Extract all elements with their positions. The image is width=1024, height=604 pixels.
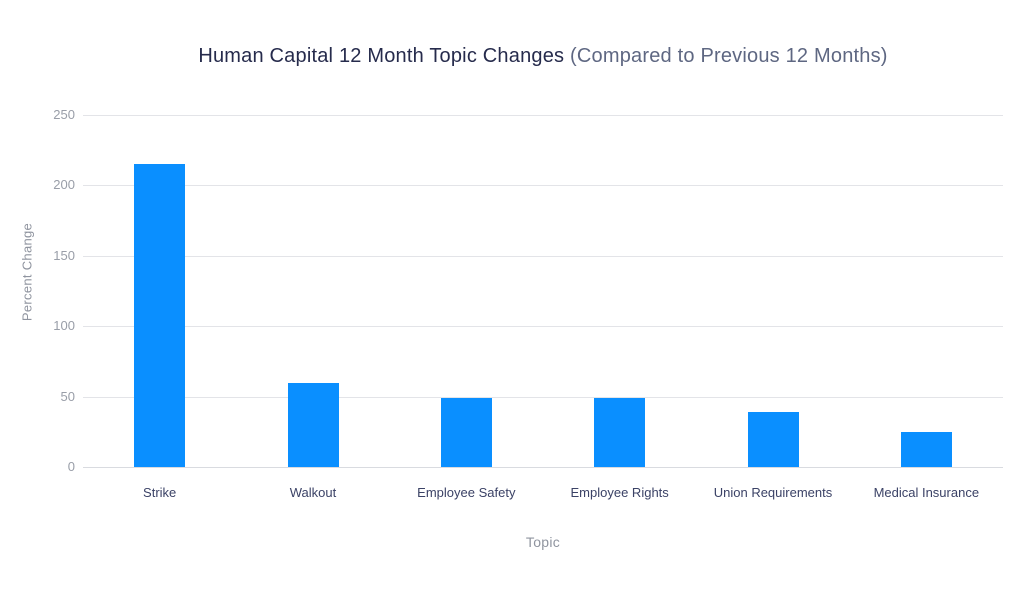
y-tick-label: 150 [53,247,75,263]
x-axis-label: Topic [525,534,561,550]
chart-title: Human Capital 12 Month Topic Changes (Co… [83,45,1003,68]
x-category-label: Medical Insurance [873,485,980,500]
chart-title-subtitle: (Compared to Previous 12 Months) [564,45,888,67]
bar[interactable] [747,412,799,467]
bar[interactable] [440,398,492,467]
x-category-label: Walkout [289,485,337,500]
y-tick-label: 200 [53,177,75,193]
bar[interactable] [287,382,339,467]
plot-area [83,115,1003,468]
y-tick-label: 100 [53,318,75,334]
chart-title-main: Human Capital 12 Month Topic Changes [198,45,565,67]
y-axis-label: Percent Change [19,222,35,322]
y-tick-label: 0 [67,459,75,474]
x-axis-baseline [83,467,1003,468]
x-category-label: Union Requirements [713,485,833,500]
bar[interactable] [900,431,952,467]
y-tick-label: 250 [53,107,75,122]
gridline [83,396,1003,398]
x-category-label: Employee Safety [417,485,516,500]
gridline [83,185,1003,187]
x-category-label: Employee Rights [570,485,669,500]
gridline [83,115,1003,116]
bar[interactable] [134,164,186,467]
x-category-label: Strike [143,485,177,500]
bar[interactable] [594,398,646,467]
gridline [83,255,1003,257]
y-tick-label: 50 [60,388,75,404]
gridline [83,326,1003,328]
